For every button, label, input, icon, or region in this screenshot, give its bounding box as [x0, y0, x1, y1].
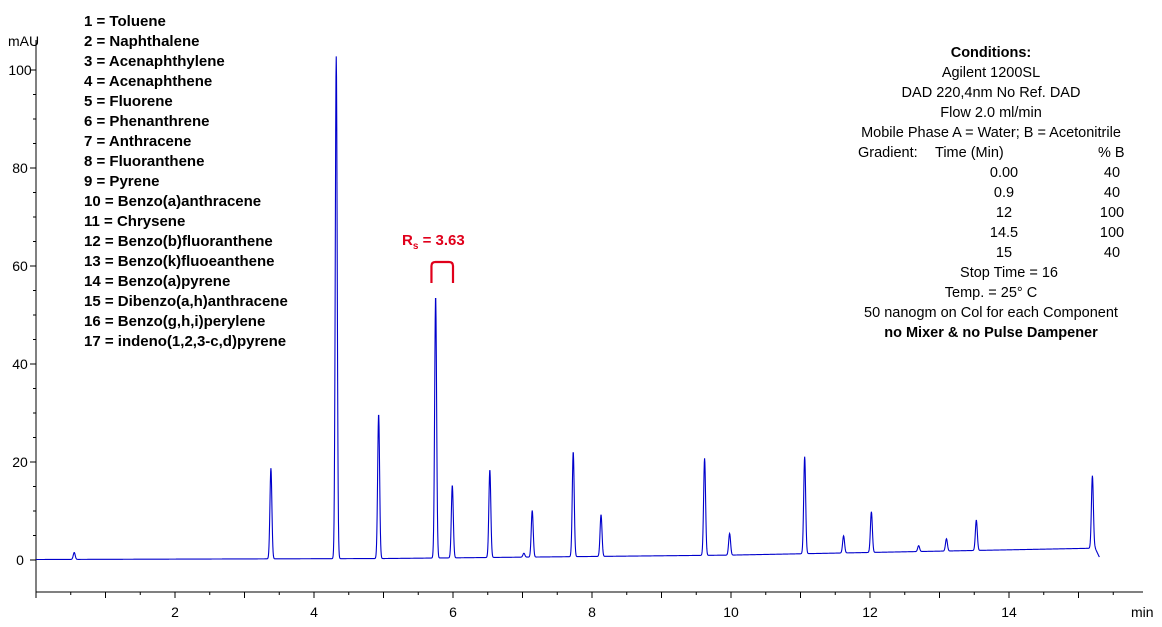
x-tick-label: 12 [862, 604, 878, 620]
instrument: Agilent 1200SL [941, 65, 1041, 81]
x-tick-label: 2 [171, 604, 179, 620]
stop-time: Stop Time = 16 [960, 265, 1058, 281]
y-tick-label: 100 [8, 62, 32, 78]
legend-item: 15 = Dibenzo(a,h)anthracene [84, 293, 288, 310]
gradient-b: 100 [1099, 205, 1125, 221]
legend-item: 11 = Chrysene [84, 213, 186, 230]
legend-item: 8 = Fluoranthene [84, 153, 205, 170]
resolution-annotation: Rs = 3.63 [402, 232, 465, 252]
legend-item: 17 = indeno(1,2,3-c,d)pyrene [84, 333, 287, 350]
time-header: Time (Min) [935, 145, 1004, 161]
x-axis-label: min [1131, 604, 1154, 620]
gradient-time: 15 [995, 245, 1013, 261]
gradient-b: 100 [1099, 225, 1125, 241]
y-tick-label: 60 [12, 258, 28, 274]
gradient-time: 12 [995, 205, 1013, 221]
gradient-b: 40 [1103, 185, 1121, 201]
x-tick-label: 14 [1001, 604, 1017, 620]
gradient-b: 40 [1103, 245, 1121, 261]
legend-item: 6 = Phenanthrene [84, 113, 210, 130]
conditions-panel: Conditions: Agilent 1200SL DAD 220,4nm N… [830, 43, 1152, 343]
legend-item: 13 = Benzo(k)fluoeanthene [84, 253, 275, 270]
y-tick-label: 0 [16, 552, 24, 568]
y-tick-label: 40 [12, 356, 28, 372]
gradient-time: 0.00 [989, 165, 1019, 181]
gradient-header: Gradient: Time (Min) % B [830, 143, 1152, 163]
y-axis-label: mAU [8, 33, 39, 49]
gradient-b: 40 [1103, 165, 1121, 181]
gradient-row: 15 40 [830, 243, 1152, 263]
y-tick-label: 80 [12, 160, 28, 176]
gradient-time: 0.9 [993, 185, 1015, 201]
resolution-bracket [430, 260, 455, 283]
legend-item: 10 = Benzo(a)anthracene [84, 193, 262, 210]
legend-item: 12 = Benzo(b)fluoranthene [84, 233, 273, 250]
chromatogram-trace [36, 56, 1100, 561]
legend-item: 4 = Acenaphthene [84, 73, 213, 90]
legend-item: 9 = Pyrene [84, 173, 160, 190]
gradient-time: 14.5 [989, 225, 1019, 241]
x-tick-label: 8 [588, 604, 596, 620]
b-header: % B [1098, 145, 1125, 161]
hardware-note: no Mixer & no Pulse Dampener [884, 325, 1098, 341]
legend-item: 5 = Fluorene [84, 93, 173, 110]
sample-load: 50 nanogm on Col for each Component [864, 305, 1118, 321]
x-tick-label: 6 [449, 604, 457, 620]
detector: DAD 220,4nm No Ref. DAD [901, 85, 1081, 101]
gradient-label: Gradient: [858, 145, 918, 161]
gradient-row: 0.9 40 [830, 183, 1152, 203]
y-tick-label: 20 [12, 454, 28, 470]
gradient-row: 12 100 [830, 203, 1152, 223]
legend-item: 1 = Toluene [84, 13, 166, 30]
legend-item: 7 = Anthracene [84, 133, 192, 150]
legend-item: 14 = Benzo(a)pyrene [84, 273, 231, 290]
mobile-phase: Mobile Phase A = Water; B = Acetonitrile [861, 125, 1121, 141]
gradient-row: 14.5 100 [830, 223, 1152, 243]
x-tick-label: 4 [310, 604, 318, 620]
legend-item: 16 = Benzo(g,h,i)perylene [84, 313, 266, 330]
compound-legend: 1 = Toluene 2 = Naphthalene 3 = Acenaphthy… [84, 12, 288, 352]
conditions-title: Conditions: [950, 45, 1032, 61]
legend-item: 2 = Naphthalene [84, 33, 200, 50]
gradient-row: 0.00 40 [830, 163, 1152, 183]
temperature: Temp. = 25° C [944, 285, 1038, 301]
flow-rate: Flow 2.0 ml/min [940, 105, 1042, 121]
legend-item: 3 = Acenaphthylene [84, 53, 225, 70]
x-tick-label: 10 [723, 604, 739, 620]
